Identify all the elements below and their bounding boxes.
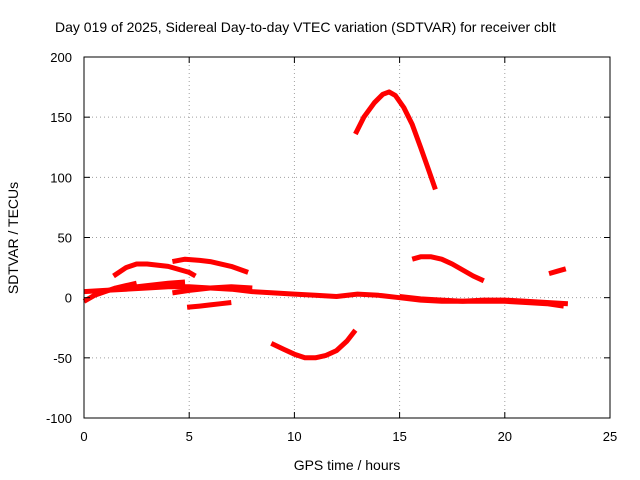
- series-line-arc-f: [270, 328, 358, 361]
- series-group: [82, 89, 569, 361]
- series-line-arc-a: [112, 261, 197, 279]
- x-tick-label: 5: [186, 429, 193, 444]
- x-tick-label: 0: [80, 429, 87, 444]
- x-tick-label: 20: [498, 429, 512, 444]
- axis-ticks: 0 5 10 15 20 25 -100 -50 0 50 100 150 200: [46, 50, 617, 444]
- x-tick-label: 25: [603, 429, 617, 444]
- series-line-arc-low-start: [82, 280, 138, 304]
- y-tick-label: 200: [50, 50, 72, 65]
- x-axis-label: GPS time / hours: [294, 457, 401, 473]
- series-line-arc-h: [411, 254, 485, 284]
- y-axis-label: SDTVAR / TECUs: [5, 182, 21, 294]
- series-line-arc-e: [186, 300, 232, 310]
- y-tick-label: 50: [58, 231, 72, 246]
- series-line-arc-i: [399, 294, 565, 309]
- chart-title: Day 019 of 2025, Sidereal Day-to-day VTE…: [55, 19, 556, 35]
- x-tick-label: 15: [392, 429, 406, 444]
- plot-frame: [83, 56, 611, 419]
- y-tick-label: -100: [46, 411, 72, 426]
- y-tick-label: 0: [65, 291, 72, 306]
- y-tick-label: 150: [50, 110, 72, 125]
- x-tick-label: 10: [287, 429, 301, 444]
- y-tick-label: -50: [53, 351, 72, 366]
- series-line-arc-j: [548, 266, 567, 277]
- series-line-arc-c: [125, 279, 186, 291]
- series-line-arc-b: [171, 256, 249, 275]
- grid: [84, 57, 610, 418]
- series-line-arc-g: [353, 89, 438, 191]
- y-tick-label: 100: [50, 170, 72, 185]
- series-line-arc-d: [172, 284, 253, 296]
